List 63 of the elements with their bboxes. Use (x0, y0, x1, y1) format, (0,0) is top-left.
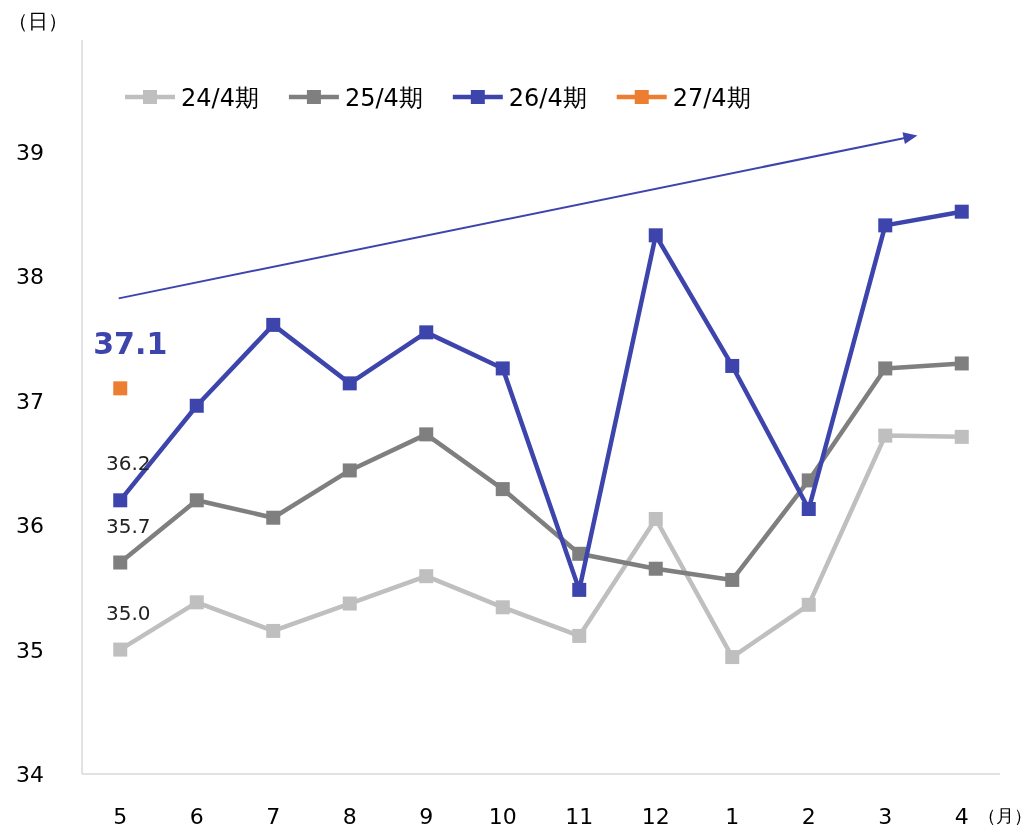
point (801, 502, 816, 517)
point (113, 642, 128, 657)
point (572, 628, 587, 643)
point (878, 218, 893, 233)
x-tick-label: 7 (266, 804, 281, 829)
point (648, 228, 663, 243)
legend-label: 26/4期 (508, 84, 587, 112)
point (266, 317, 281, 332)
point (189, 595, 204, 610)
x-tick-label: 8 (342, 804, 357, 829)
point (495, 361, 510, 376)
y-tick-label: 39 (16, 139, 44, 165)
data-label: 37.1 (93, 326, 168, 362)
point (725, 572, 740, 587)
point (495, 600, 510, 615)
x-axis-title: （月） (978, 805, 1032, 826)
y-tick-label: 35 (16, 637, 44, 663)
point (572, 582, 587, 597)
point (801, 597, 816, 612)
point (342, 596, 357, 611)
point (113, 493, 128, 508)
x-tick-label: 1 (725, 804, 740, 829)
point (419, 569, 434, 584)
data-label: 36.2 (105, 451, 151, 476)
point (725, 358, 740, 373)
x-tick-label: 11 (565, 804, 594, 829)
point (954, 429, 969, 444)
point (648, 561, 663, 576)
y-axis-title: （日） (8, 9, 68, 33)
y-tick-label: 37 (16, 388, 44, 414)
point (113, 555, 128, 570)
point (419, 325, 434, 340)
point (189, 398, 204, 413)
point (189, 493, 204, 508)
legend-label: 27/4期 (672, 84, 751, 112)
point (954, 356, 969, 371)
point (878, 428, 893, 443)
point (266, 510, 281, 525)
y-tick-label: 38 (16, 264, 44, 290)
x-tick-label: 3 (878, 804, 893, 829)
point (725, 650, 740, 665)
point (342, 376, 357, 391)
x-tick-label: 2 (801, 804, 816, 829)
x-tick-label: 4 (954, 804, 969, 829)
legend-label: 25/4期 (344, 84, 423, 112)
legend-label: 24/4期 (181, 84, 259, 112)
point (648, 511, 663, 526)
y-tick-label: 36 (16, 513, 44, 539)
data-label: 35.0 (105, 600, 151, 625)
point (572, 546, 587, 561)
x-tick-label: 6 (189, 804, 204, 829)
point (266, 623, 281, 638)
point (419, 427, 434, 442)
x-tick-label: 12 (641, 804, 670, 829)
point (495, 482, 510, 497)
x-tick-label: 10 (488, 804, 517, 829)
point (878, 361, 893, 376)
x-tick-label: 9 (419, 804, 434, 829)
x-tick-label: 5 (113, 804, 128, 829)
y-tick-label: 34 (16, 762, 44, 787)
data-label: 35.7 (105, 513, 151, 538)
point (342, 463, 357, 478)
point (954, 204, 969, 219)
